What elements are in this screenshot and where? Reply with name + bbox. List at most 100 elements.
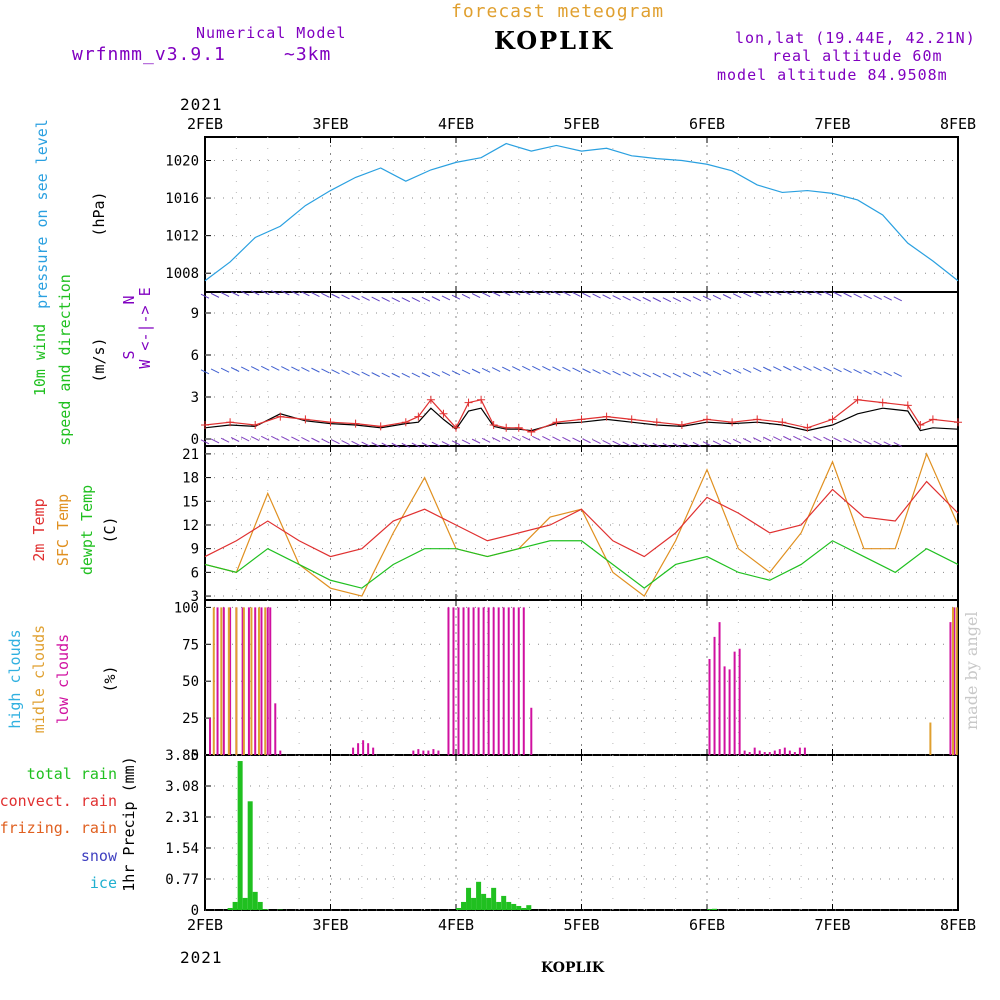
wind-arrow (431, 296, 441, 302)
wind-arrow (240, 290, 250, 296)
wind-arrow (722, 294, 732, 299)
low-cloud-ylabel: low clouds (54, 634, 72, 724)
wind-arrow (451, 370, 461, 376)
wind-arrow (401, 442, 411, 448)
wind-arrow (532, 290, 541, 296)
wind-arrow (281, 366, 290, 371)
wind-arrow (461, 369, 471, 375)
wind-arrow (712, 294, 722, 300)
sfc-ylabel: SFC Temp (54, 494, 72, 566)
temperature-ytick-label: 9 (191, 542, 199, 558)
wind-arrow (702, 295, 712, 301)
wind-arrow (813, 290, 822, 296)
wind-arrow (240, 436, 250, 442)
wind-obs-marker (326, 418, 335, 427)
wind-arrow (702, 441, 712, 447)
precip-ytick-label: 0.77 (165, 872, 199, 888)
wind-obs-marker (602, 412, 611, 421)
wind-arrow (391, 442, 400, 448)
wind-obs-marker (703, 415, 711, 424)
wind-obs-marker (577, 415, 586, 424)
precip-legend-item: convect. rain (0, 792, 117, 810)
wind-arrow (532, 365, 541, 371)
pressure-ytick-label: 1008 (165, 266, 199, 282)
wind-arrow (833, 291, 842, 297)
wind-arrow (672, 372, 682, 378)
wind-obs-marker (489, 421, 498, 429)
precip-ytick-label: 2.31 (165, 810, 199, 826)
wind-obs-marker (552, 418, 561, 427)
wind-ytick-label: 0 (191, 432, 199, 448)
wind-arrow (883, 441, 892, 447)
wind-arrow (622, 295, 631, 301)
wind-obs-marker (477, 395, 486, 404)
wind-arrow (833, 367, 842, 373)
wind-arrow (271, 365, 280, 371)
wind-arrow (622, 371, 631, 377)
wind-arrow (261, 290, 270, 296)
wind-arrow (552, 436, 561, 442)
wind-arrow (752, 367, 762, 373)
wind-arrow (652, 442, 662, 448)
wind-arrow (662, 297, 672, 303)
wind-arrow (441, 441, 451, 446)
wind-arrow (843, 368, 852, 374)
wind-arrow (421, 296, 431, 302)
wind-ylabel: 10m wind (31, 324, 49, 396)
pressure-ylabel: pressure on see level (33, 119, 51, 309)
pressure-ytick-label: 1020 (165, 153, 199, 169)
wind-arrow (813, 436, 822, 442)
wind-arrow (863, 439, 872, 445)
clouds-ytick-label: 25 (182, 711, 199, 727)
wind-arrow (481, 367, 491, 373)
total-rain-bar (471, 897, 477, 910)
wind-arrow (783, 365, 792, 371)
wind-arrow (732, 293, 742, 299)
model-resolution: ~3km (284, 44, 332, 65)
mid-cloud-ylabel: midle clouds (30, 625, 48, 733)
wind-arrow (662, 442, 672, 448)
wind-arrow (471, 438, 481, 444)
wind-obs-marker (401, 418, 410, 427)
wind-arrow (763, 366, 772, 372)
wind-arrow (411, 297, 421, 302)
wind-arrow (421, 372, 431, 378)
compass-south: S (120, 350, 138, 359)
wind-arrow (341, 370, 350, 376)
wind-arrow (682, 296, 692, 302)
total-rain-bar (516, 905, 522, 910)
bottom-xtick-label: 2FEB (187, 916, 223, 934)
wind-arrow (612, 370, 621, 376)
wind-arrow (451, 294, 461, 300)
clouds-ytick-label: 100 (174, 600, 199, 616)
bottom-year-label: 2021 (180, 948, 223, 967)
precip-legend-item: total rain (27, 765, 117, 783)
wind-obs-marker (514, 423, 523, 432)
wind-arrow (853, 438, 862, 444)
wind-arrow (240, 366, 250, 372)
wind-arrow (371, 442, 380, 448)
wind-arrow (783, 435, 792, 441)
pressure-frame (204, 136, 959, 293)
wind-arrow (592, 439, 601, 445)
wind-arrow (873, 370, 882, 376)
bottom-xtick-label: 3FEB (312, 916, 348, 934)
wind-arrow (381, 372, 390, 378)
wind-arrow (823, 366, 832, 372)
compass-north: N (120, 295, 138, 304)
wind-arrow (602, 294, 611, 300)
total-rain-bar (491, 887, 497, 910)
total-rain-bar (486, 897, 492, 910)
pressure-unit-label: (hPa) (90, 191, 108, 236)
wind-arrow (732, 368, 742, 374)
total-rain-bar (262, 909, 268, 910)
wind-arrow (572, 437, 581, 443)
wind-arrow (512, 290, 521, 296)
top-xtick-label: 7FEB (814, 115, 850, 133)
wind-arrow (431, 441, 441, 447)
bottom-xtick-label: 7FEB (814, 916, 850, 934)
wind-arrow (863, 294, 872, 300)
wind-obs-marker (452, 423, 460, 432)
dewpt-ylabel: dewpt Temp (78, 485, 96, 575)
lonlat-label: lon,lat (19.44E, 42.21N) (735, 29, 976, 47)
